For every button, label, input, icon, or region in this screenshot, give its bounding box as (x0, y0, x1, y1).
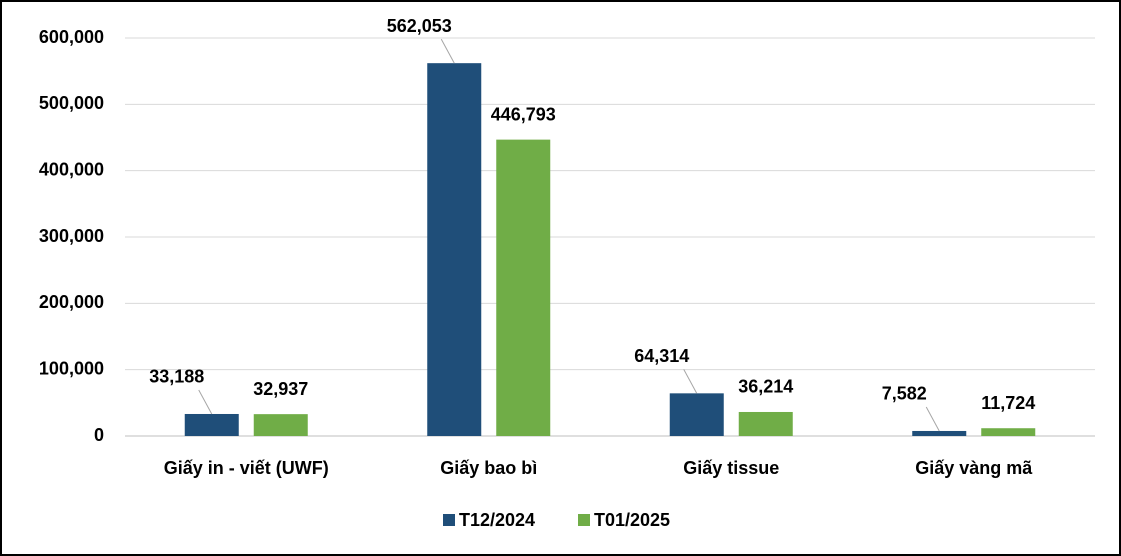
x-tick-label: Giấy in - viết (UWF) (164, 458, 329, 478)
y-tick-label: 500,000 (39, 93, 104, 113)
bar (184, 413, 239, 436)
leader-line (198, 389, 213, 415)
x-tick-label: Giấy vàng mã (915, 458, 1033, 478)
bar (427, 63, 482, 436)
y-tick-label: 100,000 (39, 358, 104, 378)
legend-swatch (578, 514, 590, 526)
y-tick-label: 600,000 (39, 27, 104, 47)
y-tick-label: 0 (94, 425, 104, 445)
data-label: 7,582 (882, 384, 927, 404)
data-label: 11,724 (981, 393, 1035, 413)
legend-label: T01/2025 (594, 510, 670, 530)
bar (738, 411, 793, 436)
bar (496, 139, 551, 436)
leader-line (683, 369, 698, 394)
data-label: 36,214 (738, 377, 793, 397)
data-label: 33,188 (149, 367, 204, 387)
leader-line (440, 38, 455, 64)
bar (669, 393, 724, 436)
y-tick-label: 300,000 (39, 226, 104, 246)
data-label: 562,053 (387, 16, 452, 36)
bar (912, 430, 967, 436)
x-tick-label: Giấy tissue (683, 458, 779, 478)
legend-swatch (443, 514, 455, 526)
bar (981, 428, 1036, 436)
legend-label: T12/2024 (459, 510, 535, 530)
x-tick-label: Giấy bao bì (440, 458, 537, 478)
bar (253, 414, 308, 436)
data-label: 32,937 (253, 379, 308, 399)
data-label: 446,793 (491, 104, 556, 124)
y-tick-label: 200,000 (39, 292, 104, 312)
leader-line (925, 406, 940, 432)
data-label: 64,314 (634, 346, 689, 366)
y-tick-label: 400,000 (39, 159, 104, 179)
